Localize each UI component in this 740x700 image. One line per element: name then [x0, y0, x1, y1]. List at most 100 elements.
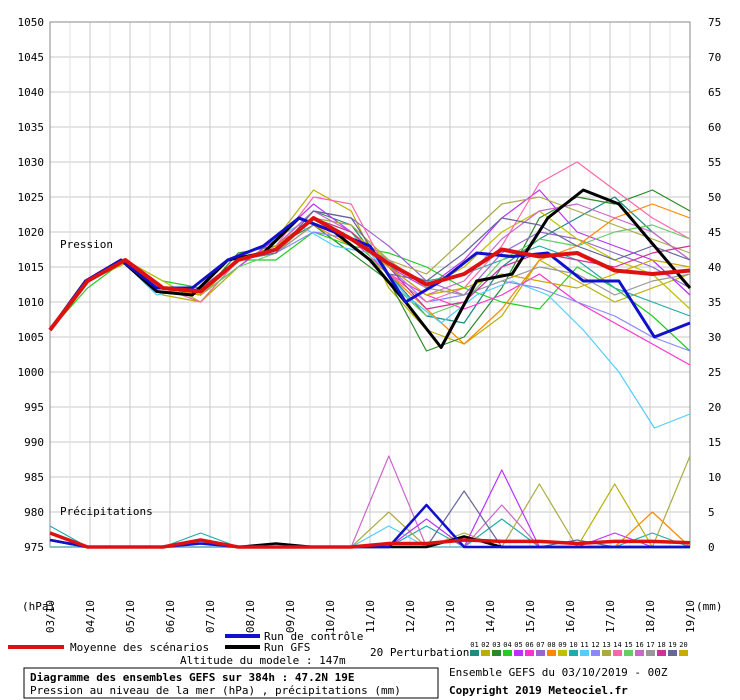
perturbation-swatch [602, 650, 611, 656]
precip-section-label: Précipitations [60, 505, 153, 518]
y-left-tick-label: 1005 [18, 331, 45, 344]
precip-mean-line [49, 531, 691, 549]
perturbation-swatch [569, 650, 578, 656]
legend-control-label: Run de contrôle [264, 630, 363, 643]
y-right-unit: (mm) [696, 600, 723, 613]
perturbation-number: 15 [624, 641, 632, 649]
perturbation-swatch [503, 650, 512, 656]
legend-mean-label: Moyenne des scénarios [70, 641, 209, 654]
perturbation-swatch [470, 650, 479, 656]
perturbation-number: 18 [657, 641, 665, 649]
perturbation-swatch [624, 650, 633, 656]
run-label: Ensemble GEFS du 03/10/2019 - 00Z [449, 666, 668, 679]
perturbation-swatch [514, 650, 523, 656]
legend-gfs-label: Run GFS [264, 641, 310, 654]
pressure-mean-line [48, 216, 691, 332]
y-left-tick-label: 1050 [18, 16, 45, 29]
y-left-tick-label: 975 [24, 541, 44, 554]
y-left-tick-label: 1015 [18, 261, 45, 274]
pressure-section-label: Pression [60, 238, 113, 251]
perturbation-number: 09 [558, 641, 566, 649]
x-tick-label: 15/10 [524, 600, 537, 633]
x-tick-label: 17/10 [604, 600, 617, 633]
y-left-tick-label: 1045 [18, 51, 45, 64]
perturbation-number: 13 [602, 641, 610, 649]
title-box [23, 667, 439, 699]
y-left-unit: (hPa) [22, 600, 55, 613]
y-right-tick-label: 45 [708, 226, 721, 239]
y-right-tick-label: 30 [708, 331, 721, 344]
perturbation-number: 01 [470, 641, 478, 649]
perturbation-swatch [492, 650, 501, 656]
perturbation-number: 11 [580, 641, 588, 649]
y-left-tick-label: 1035 [18, 121, 45, 134]
x-tick-label: 12/10 [404, 600, 417, 633]
y-right-tick-label: 15 [708, 436, 721, 449]
y-right-tick-label: 40 [708, 261, 721, 274]
perturbation-number: 08 [547, 641, 555, 649]
legend-perturbations-label: 20 Perturbations [370, 646, 476, 659]
perturbation-swatch [547, 650, 556, 656]
y-right-tick-label: 20 [708, 401, 721, 414]
y-left-tick-label: 1010 [18, 296, 45, 309]
y-left-tick-label: 980 [24, 506, 44, 519]
perturbation-swatch [668, 650, 677, 656]
x-tick-label: 10/10 [324, 600, 337, 633]
perturbation-number: 03 [492, 641, 500, 649]
y-left-tick-label: 1000 [18, 366, 45, 379]
perturbation-number: 04 [503, 641, 511, 649]
y-right-tick-label: 55 [708, 156, 721, 169]
perturbation-swatch [679, 650, 688, 656]
y-right-tick-label: 70 [708, 51, 721, 64]
perturbation-number: 14 [613, 641, 621, 649]
perturbation-swatch [536, 650, 545, 656]
x-tick-label: 03/10 [44, 600, 57, 633]
pressure-control-line [48, 216, 691, 339]
y-right-tick-label: 35 [708, 296, 721, 309]
copyright-label: Copyright 2019 Meteociel.fr [449, 684, 628, 697]
x-tick-label: 06/10 [164, 600, 177, 633]
y-right-tick-label: 50 [708, 191, 721, 204]
x-tick-label: 11/10 [364, 600, 377, 633]
perturbation-number: 12 [591, 641, 599, 649]
perturbation-number: 07 [536, 641, 544, 649]
perturbation-number: 10 [569, 641, 577, 649]
perturbation-swatch [657, 650, 666, 656]
perturbation-number: 19 [668, 641, 676, 649]
y-left-tick-label: 1025 [18, 191, 45, 204]
y-left-tick-label: 995 [24, 401, 44, 414]
x-tick-label: 07/10 [204, 600, 217, 633]
perturbation-number: 17 [646, 641, 654, 649]
x-tick-label: 16/10 [564, 600, 577, 633]
y-right-tick-label: 10 [708, 471, 721, 484]
x-tick-label: 13/10 [444, 600, 457, 633]
perturbation-swatch [613, 650, 622, 656]
x-tick-label: 14/10 [484, 600, 497, 633]
perturbation-swatch [646, 650, 655, 656]
perturbation-swatch [635, 650, 644, 656]
perturbation-number: 16 [635, 641, 643, 649]
perturbation-swatch [558, 650, 567, 656]
x-tick-label: 05/10 [124, 600, 137, 633]
perturbation-swatch [580, 650, 589, 656]
legend: Moyenne des scénarios Run de contrôle Ru… [8, 630, 688, 659]
perturbation-number: 02 [481, 641, 489, 649]
perturbation-number: 20 [679, 641, 687, 649]
y-left-tick-label: 1040 [18, 86, 45, 99]
perturbation-swatches: 01 02 03 04 05 06 07 08 09 10 11 12 13 14 15 16 17 18 19 20 [470, 641, 688, 656]
perturbation-swatch [481, 650, 490, 656]
chart-series [48, 161, 692, 549]
y-left-tick-label: 1020 [18, 226, 45, 239]
x-tick-label: 09/10 [284, 600, 297, 633]
perturbation-swatch [591, 650, 600, 656]
altitude-label: Altitude du modele : 147m [180, 654, 346, 667]
x-tick-label: 18/10 [644, 600, 657, 633]
y-left-tick-label: 985 [24, 471, 44, 484]
y-right-tick-label: 25 [708, 366, 721, 379]
perturbation-number: 05 [514, 641, 522, 649]
y-right-tick-label: 0 [708, 541, 715, 554]
y-left-tick-label: 990 [24, 436, 44, 449]
y-right-tick-label: 60 [708, 121, 721, 134]
x-tick-label: 04/10 [84, 600, 97, 633]
